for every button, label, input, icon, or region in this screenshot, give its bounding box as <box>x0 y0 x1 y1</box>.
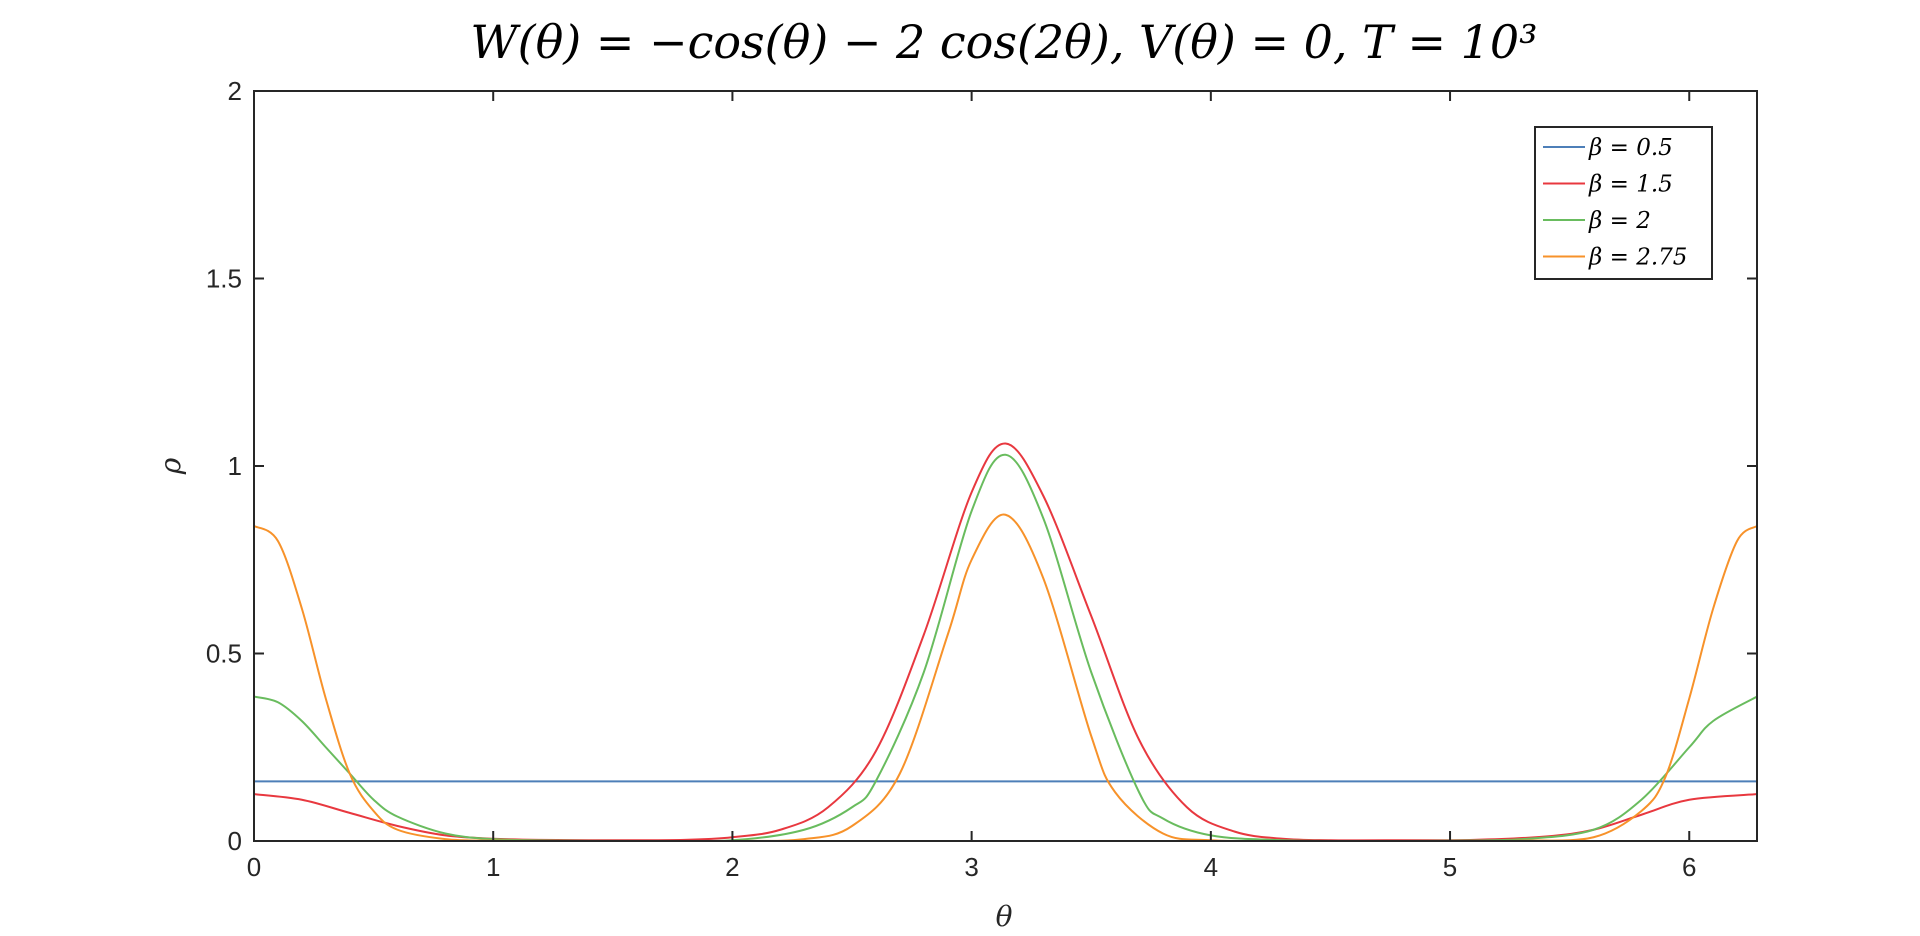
y-tick-labels: 0 0.5 1 1.5 2 <box>206 76 242 856</box>
x-tick-label: 0 <box>247 852 261 882</box>
x-tick-label: 1 <box>486 852 500 882</box>
y-tick-label: 0.5 <box>206 639 242 669</box>
y-axis-label: ρ <box>154 457 187 475</box>
x-axis-label: θ <box>996 900 1013 933</box>
legend-box <box>1534 126 1713 280</box>
x-tick-label: 5 <box>1443 852 1457 882</box>
x-tick-label: 4 <box>1204 852 1218 882</box>
legend-label-4: β = 2.75 <box>1588 245 1687 271</box>
legend-label-3: β = 2 <box>1588 208 1651 234</box>
y-tick-label: 2 <box>228 76 242 106</box>
chart-title: W(θ) = −cos(θ) − 2 cos(2θ), V(θ) = 0, T … <box>470 15 1537 69</box>
plot-area <box>253 90 1758 842</box>
y-tick-label: 1 <box>228 451 242 481</box>
series-line-4 <box>254 513 1757 841</box>
legend-label-2: β = 1.5 <box>1588 172 1673 198</box>
x-tick-label: 6 <box>1682 852 1696 882</box>
axes-background <box>254 91 1757 841</box>
legend-entries: β = 0.5 β = 1.5 β = 2 β = 2.75 <box>1543 135 1687 271</box>
legend-label-1: β = 0.5 <box>1588 135 1673 161</box>
x-tick-label: 2 <box>725 852 739 882</box>
x-tick-labels: 0 1 2 3 4 5 6 <box>247 852 1697 882</box>
x-tick-label: 3 <box>964 852 978 882</box>
y-tick-label: 0 <box>228 826 242 856</box>
y-tick-label: 1.5 <box>206 264 242 294</box>
axes-frame <box>253 90 1758 842</box>
legend: β = 0.5 β = 1.5 β = 2 β = 2.75 <box>1534 126 1713 280</box>
